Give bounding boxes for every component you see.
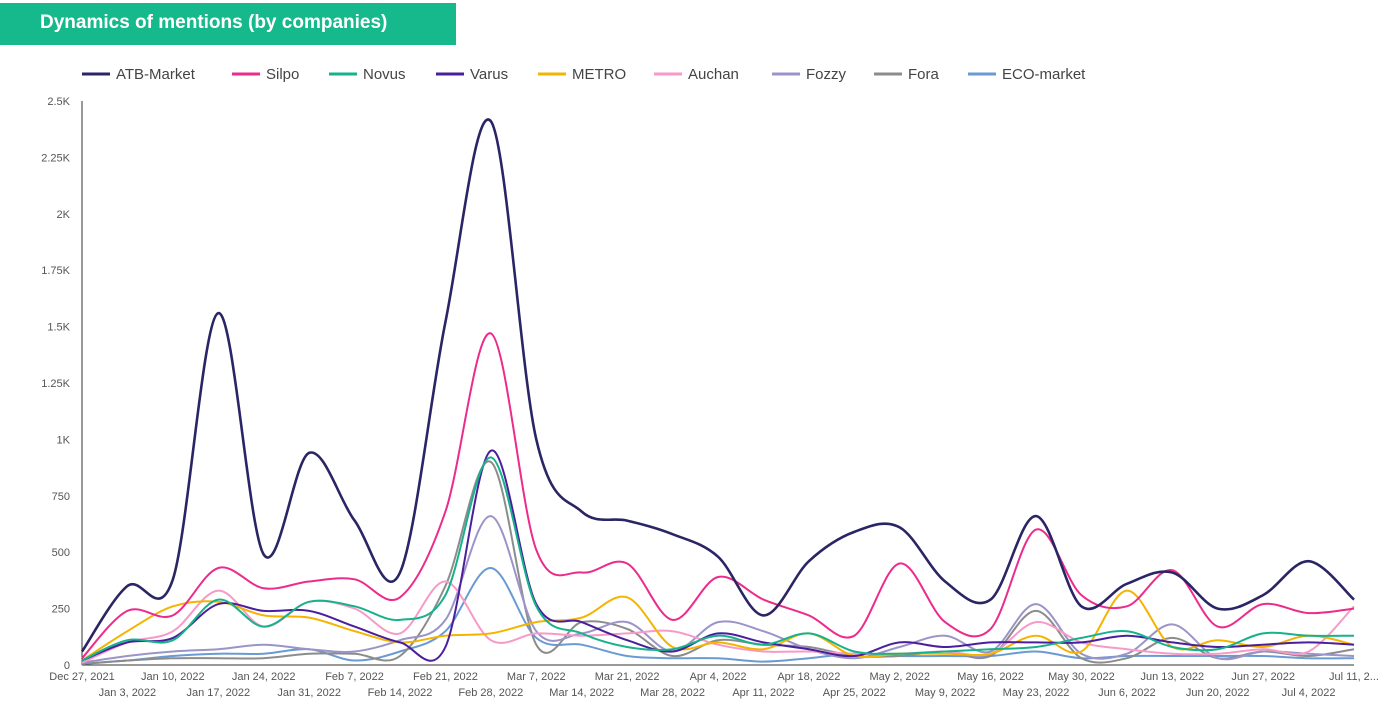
x-tick-label: Jan 31, 2022 xyxy=(277,687,341,699)
x-tick-label: May 2, 2022 xyxy=(869,671,930,683)
legend-label: ATB-Market xyxy=(116,66,196,83)
axes: 0 250 500 750 1K 1.25K 1.5K 1.75K 2K 2.25K 2.5K Dec… xyxy=(41,96,1379,699)
legend-item-varus[interactable]: Varus xyxy=(436,66,508,83)
legend-item-fora[interactable]: Fora xyxy=(874,66,940,83)
legend-item-novus[interactable]: Novus xyxy=(329,66,406,83)
x-tick-label: Mar 28, 2022 xyxy=(640,687,705,699)
legend-item-metro[interactable]: METRO xyxy=(538,66,626,83)
series-line-fozzy xyxy=(81,515,1355,664)
x-tick-label: Apr 4, 2022 xyxy=(690,671,747,683)
y-tick-label: 1.5K xyxy=(47,322,70,334)
series-line-varus xyxy=(81,449,1355,662)
legend-label: Varus xyxy=(470,66,508,83)
legend-item-fozzy[interactable]: Fozzy xyxy=(772,66,847,83)
x-tick-label: Apr 18, 2022 xyxy=(777,671,840,683)
x-tick-label: Jan 10, 2022 xyxy=(141,671,205,683)
x-tick-label: Jul 4, 2022 xyxy=(1282,687,1336,699)
series-line-atb-market xyxy=(80,118,1355,653)
x-tick-label: Mar 7, 2022 xyxy=(507,671,566,683)
x-tick-label: Feb 7, 2022 xyxy=(325,671,384,683)
series-line-novus xyxy=(81,456,1355,662)
legend-item-eco-market[interactable]: ECO-market xyxy=(968,66,1086,83)
series-line-silpo xyxy=(81,332,1355,659)
x-tick-label: May 30, 2022 xyxy=(1048,671,1115,683)
y-tick-label: 0 xyxy=(64,660,70,672)
x-tick-label: Feb 21, 2022 xyxy=(413,671,478,683)
legend-label: Fora xyxy=(908,66,940,83)
x-tick-label: May 23, 2022 xyxy=(1003,687,1070,699)
x-tick-label: Feb 28, 2022 xyxy=(458,687,523,699)
x-tick-label: Mar 14, 2022 xyxy=(549,687,614,699)
x-tick-label: May 16, 2022 xyxy=(957,671,1024,683)
y-tick-label: 750 xyxy=(52,491,70,503)
y-tick-label: 1K xyxy=(57,434,71,446)
x-tick-label: Feb 14, 2022 xyxy=(368,687,433,699)
legend-label: Novus xyxy=(363,66,406,83)
y-tick-label: 500 xyxy=(52,547,70,559)
x-tick-label: Apr 25, 2022 xyxy=(823,687,886,699)
legend-label: ECO-market xyxy=(1002,66,1086,83)
x-tick-label: Mar 21, 2022 xyxy=(595,671,660,683)
chart-title: Dynamics of mentions (by companies) xyxy=(0,3,456,45)
y-tick-label: 250 xyxy=(52,604,70,616)
x-tick-label: Apr 11, 2022 xyxy=(732,687,794,699)
y-tick-label: 2.25K xyxy=(41,152,70,164)
series-line-fora xyxy=(81,460,1355,665)
x-tick-label: Jul 11, 2... xyxy=(1329,671,1379,683)
x-tick-label: Jun 13, 2022 xyxy=(1140,671,1204,683)
y-tick-label: 1.75K xyxy=(41,265,70,277)
y-tick-label: 2K xyxy=(57,209,71,221)
series-layer xyxy=(80,118,1355,665)
x-tick-label: Jun 6, 2022 xyxy=(1098,687,1156,699)
x-tick-label: May 9, 2022 xyxy=(915,687,976,699)
legend-label: METRO xyxy=(572,66,626,83)
y-tick-label: 1.25K xyxy=(41,378,70,390)
legend: ATB-Market Silpo Novus Varus METRO Auchan Fozz… xyxy=(82,66,1086,83)
y-tick-label: 2.5K xyxy=(47,96,70,108)
legend-label: Auchan xyxy=(688,66,739,83)
x-tick-label: Jan 17, 2022 xyxy=(186,687,250,699)
x-tick-label: Jun 20, 2022 xyxy=(1186,687,1250,699)
x-tick-label: Jan 3, 2022 xyxy=(99,687,157,699)
x-tick-label: Dec 27, 2021 xyxy=(49,671,114,683)
legend-label: Fozzy xyxy=(806,66,847,83)
legend-label: Silpo xyxy=(266,66,299,83)
series-line-metro xyxy=(81,589,1355,662)
x-tick-label: Jun 27, 2022 xyxy=(1231,671,1295,683)
legend-item-auchan[interactable]: Auchan xyxy=(654,66,739,83)
legend-item-silpo[interactable]: Silpo xyxy=(232,66,299,83)
legend-item-atb-market[interactable]: ATB-Market xyxy=(82,66,196,83)
x-tick-label: Jan 24, 2022 xyxy=(232,671,296,683)
